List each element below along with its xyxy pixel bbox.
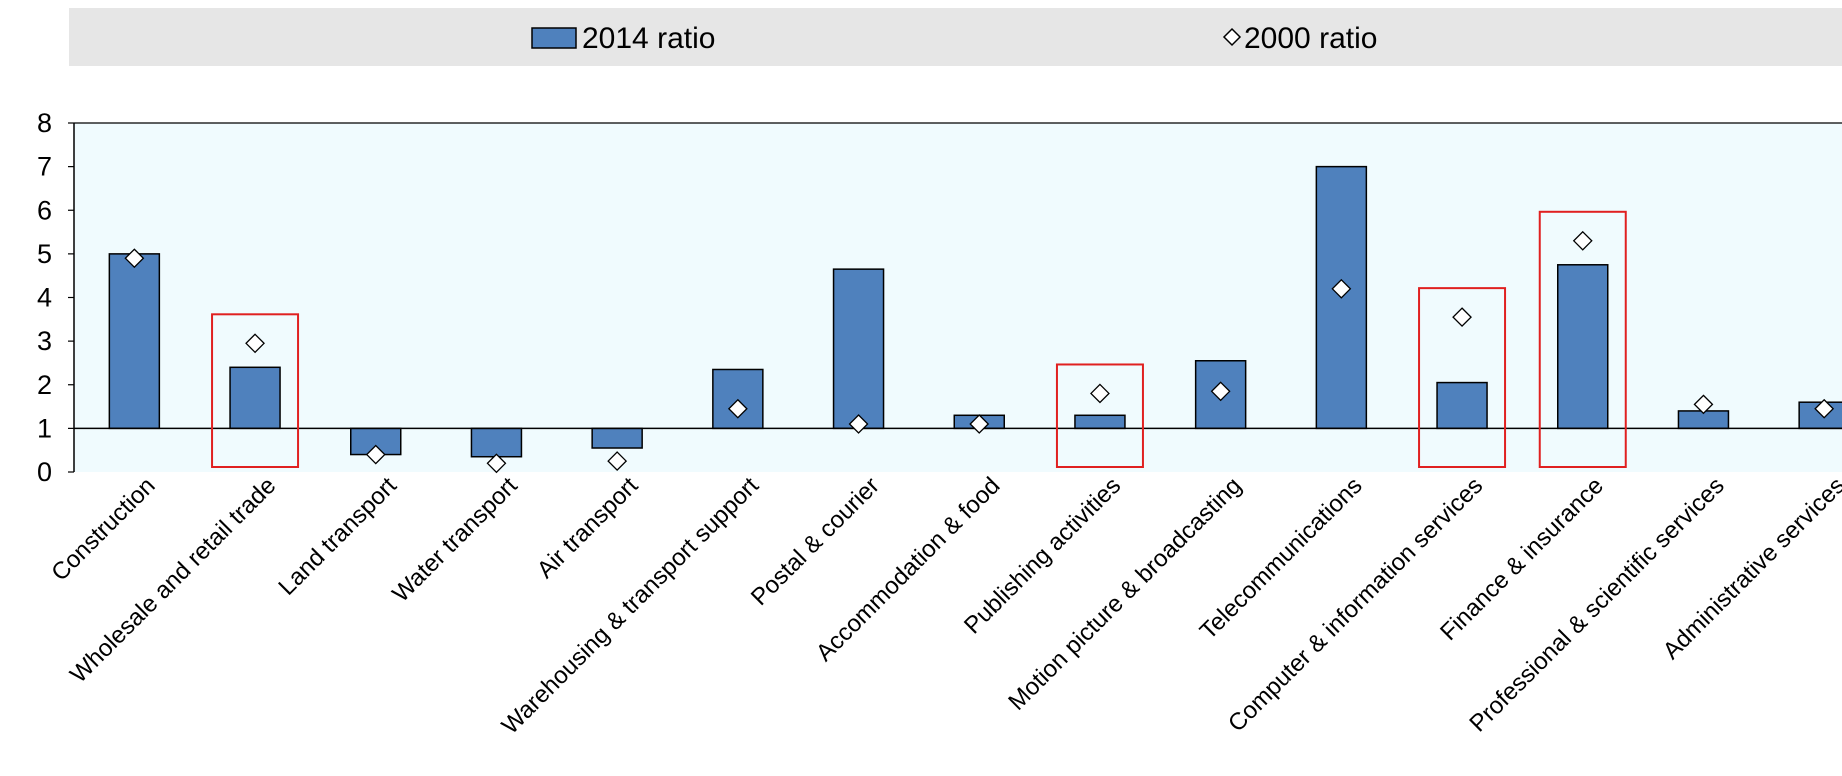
y-tick-label: 2 — [37, 370, 52, 400]
marker-2000 — [124, 248, 145, 269]
bar-2014 — [1557, 264, 1609, 430]
marker-2000 — [1693, 394, 1714, 415]
x-category-label: Motion picture & broadcasting — [1003, 472, 1247, 716]
plot-background — [74, 123, 1842, 472]
bar-2014 — [108, 253, 161, 430]
marker-2000 — [1210, 381, 1231, 402]
y-tick-label: 4 — [37, 283, 52, 313]
marker-2000 — [365, 444, 386, 465]
x-category-label: Postal & courier — [746, 472, 885, 611]
bar-2014 — [591, 427, 643, 449]
bar-2014 — [229, 366, 281, 430]
y-tick-label: 7 — [37, 152, 52, 182]
legend-label-2014: 2014 ratio — [582, 22, 715, 55]
marker-2000 — [1090, 383, 1110, 404]
legend-label-2000: 2000 ratio — [1244, 22, 1377, 55]
x-category-label: Air transport — [532, 472, 644, 584]
x-category-label: Water transport — [387, 472, 523, 608]
bar-2014 — [470, 427, 523, 458]
y-tick-label: 1 — [37, 413, 52, 443]
bar-2014 — [1074, 414, 1126, 430]
legend-swatch-2000 — [1222, 27, 1242, 47]
highlight-box — [211, 313, 300, 468]
y-tick-label: 6 — [37, 195, 52, 225]
y-tick-label: 5 — [37, 239, 52, 269]
marker-2000 — [607, 451, 628, 472]
y-tick-label: 3 — [37, 326, 52, 356]
marker-2000 — [1452, 307, 1472, 328]
marker-2000 — [1814, 398, 1835, 419]
x-category-label: Warehousing & transport support — [497, 472, 765, 740]
bar-2014 — [1436, 381, 1488, 430]
bar-2014 — [1315, 165, 1368, 430]
marker-2000 — [1572, 230, 1593, 251]
legend-background — [69, 8, 1842, 66]
x-category-label: Wholesale and retail trade — [65, 472, 281, 688]
highlight-box — [1538, 210, 1627, 468]
marker-2000 — [1331, 278, 1352, 299]
legend: 2014 ratio 2000 ratio — [69, 8, 1842, 66]
highlight-box — [1055, 363, 1144, 469]
marker-2000 — [486, 453, 507, 474]
y-tick-label: 8 — [37, 108, 52, 138]
marker-2000 — [969, 414, 990, 434]
x-category-label: Land transport — [273, 472, 402, 601]
bar-2014 — [832, 268, 885, 430]
highlight-box — [1418, 287, 1507, 468]
y-tick-label: 0 — [37, 457, 52, 487]
marker-2000 — [727, 398, 748, 419]
marker-2000 — [245, 333, 265, 354]
marker-2000 — [848, 414, 869, 434]
x-category-label: Construction — [46, 472, 160, 586]
legend-swatch-2014 — [531, 27, 577, 49]
x-category-label: Professional & scientific services — [1464, 472, 1729, 737]
x-category-label: Computer & information services — [1223, 472, 1488, 737]
